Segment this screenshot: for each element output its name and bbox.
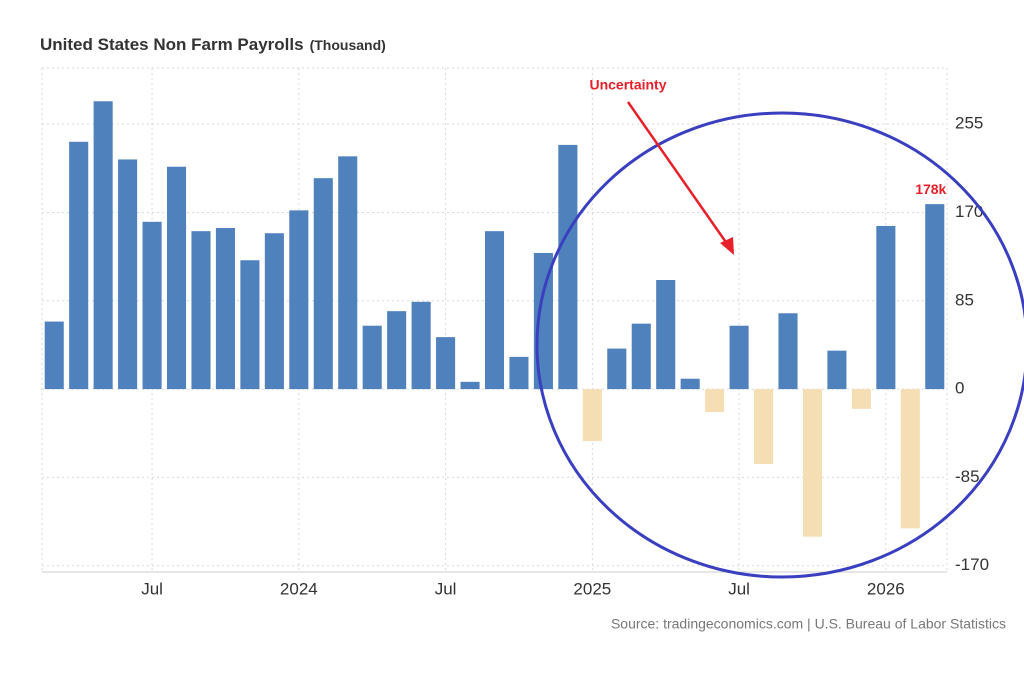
bar bbox=[754, 389, 774, 464]
bar bbox=[69, 141, 89, 390]
y-tick-label: 0 bbox=[955, 379, 964, 398]
bar bbox=[900, 389, 920, 529]
bar bbox=[656, 279, 676, 390]
bar bbox=[509, 356, 529, 390]
annotation: Uncertainty bbox=[589, 77, 666, 93]
x-tick-label: Jul bbox=[435, 579, 457, 598]
y-tick-label: 255 bbox=[955, 114, 983, 133]
value-label: 178k bbox=[915, 181, 946, 197]
x-tick-label: 2024 bbox=[280, 579, 318, 598]
bar bbox=[362, 325, 382, 390]
bar bbox=[925, 204, 945, 390]
x-tick-label: 2026 bbox=[867, 579, 905, 598]
bar bbox=[484, 231, 505, 390]
x-tick-label: Jul bbox=[141, 579, 163, 598]
bar bbox=[313, 178, 333, 390]
arrow bbox=[626, 101, 732, 249]
x-tick-label: 2025 bbox=[573, 579, 611, 598]
x-tick-label: Jul bbox=[728, 579, 750, 598]
bar bbox=[166, 166, 187, 390]
bar bbox=[44, 321, 64, 390]
bar bbox=[827, 350, 847, 390]
bar bbox=[631, 323, 651, 390]
chart-title: United States Non Farm Payrolls (Thousand… bbox=[40, 35, 386, 54]
y-tick-label: 85 bbox=[955, 290, 974, 309]
bar bbox=[93, 101, 113, 390]
y-tick-label: 170 bbox=[955, 202, 983, 221]
title: United States Non Farm Payrolls bbox=[40, 35, 304, 54]
bar bbox=[802, 389, 823, 537]
subtitle: (Thousand) bbox=[310, 37, 386, 53]
y-tick-label: -85 bbox=[955, 467, 980, 486]
bar bbox=[705, 389, 725, 412]
bar bbox=[411, 301, 431, 390]
bar bbox=[142, 221, 162, 390]
bar bbox=[558, 144, 578, 390]
bar bbox=[607, 348, 627, 390]
bar bbox=[876, 225, 896, 390]
bar bbox=[729, 325, 749, 390]
bar bbox=[460, 381, 480, 390]
bar bbox=[118, 159, 138, 390]
arrow-head bbox=[720, 237, 734, 255]
bar bbox=[191, 231, 211, 390]
bar bbox=[240, 260, 260, 390]
bar bbox=[436, 337, 456, 390]
bar bbox=[264, 233, 284, 390]
bar bbox=[289, 210, 309, 390]
bar bbox=[338, 156, 358, 390]
bar bbox=[215, 228, 235, 390]
source: Source: tradingeconomics.com | U.S. Bure… bbox=[611, 616, 1006, 632]
bar bbox=[851, 389, 871, 409]
plot: -170 -85 0 85 170 255 Jul 2024 Jul 2025 Jul 2026 178… bbox=[41, 67, 989, 598]
bar bbox=[582, 389, 602, 442]
bar bbox=[778, 313, 798, 390]
y-tick-label: -170 bbox=[955, 555, 989, 574]
bar bbox=[680, 378, 700, 390]
highlight-circle bbox=[535, 111, 1024, 579]
bar bbox=[387, 311, 407, 390]
